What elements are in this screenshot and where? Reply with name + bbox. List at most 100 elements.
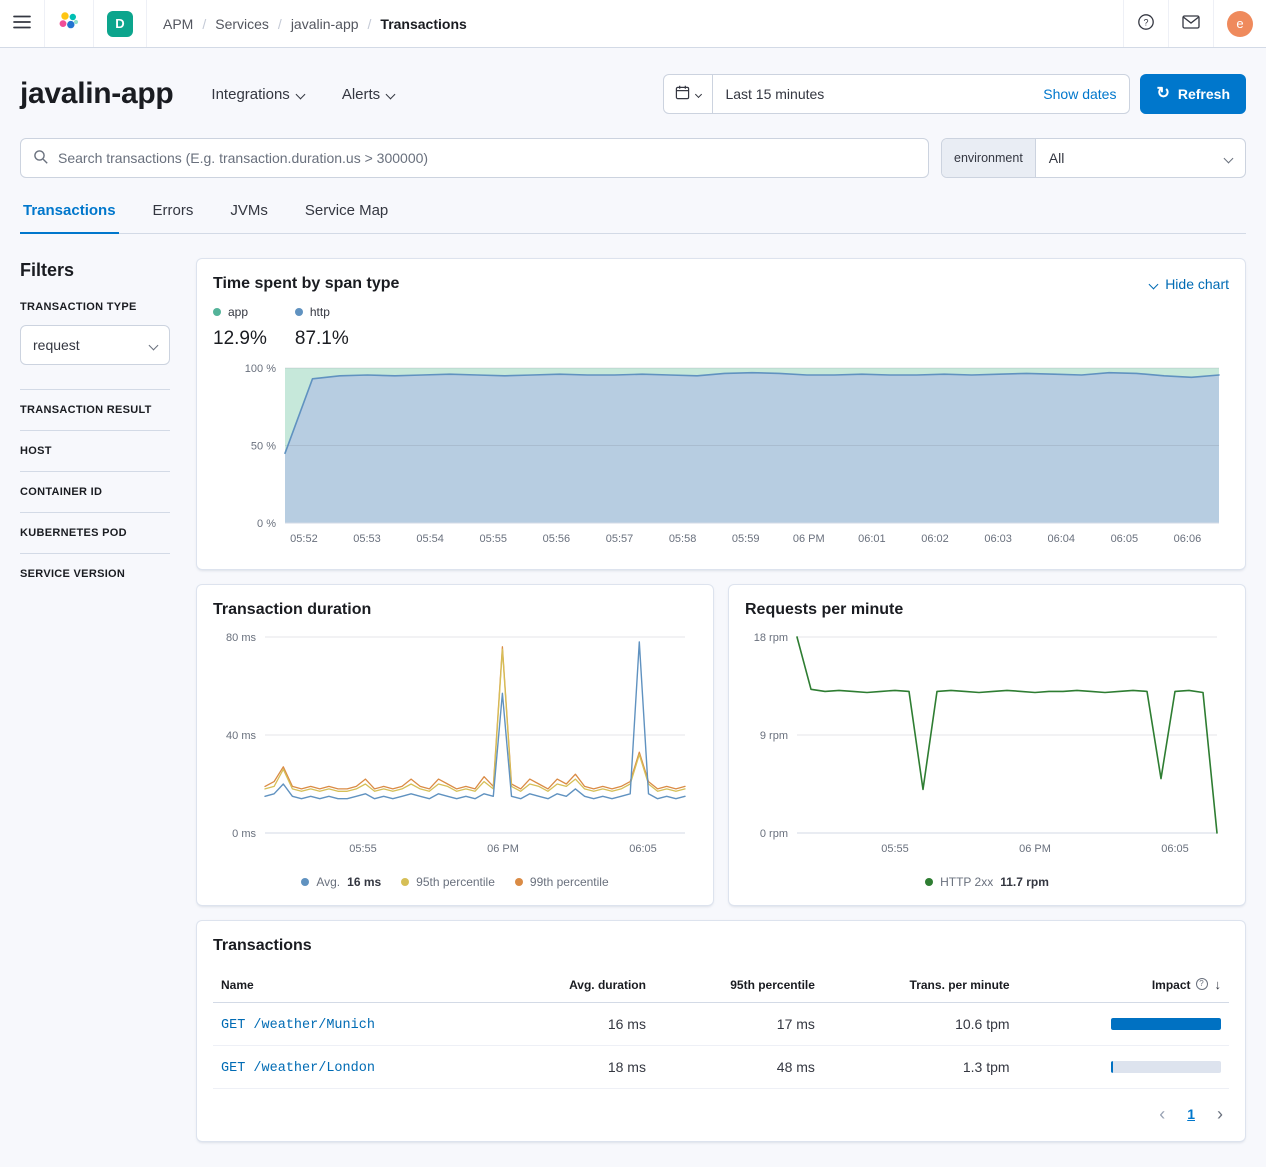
search-row: environment All (20, 138, 1246, 178)
svg-text:05:57: 05:57 (606, 533, 634, 545)
impact-bar (1111, 1061, 1221, 1073)
svg-text:05:54: 05:54 (416, 533, 444, 545)
svg-text:05:59: 05:59 (732, 533, 760, 545)
legend-95th-percentile[interactable]: 95th percentile (401, 875, 495, 889)
sort-descending-icon: ↓ (1214, 977, 1222, 992)
newsfeed-button[interactable] (1168, 0, 1213, 47)
chevron-down-icon (1148, 279, 1159, 289)
svg-text:50 %: 50 % (251, 441, 276, 453)
svg-text:06:05: 06:05 (1111, 533, 1139, 545)
filter-container-id[interactable]: CONTAINER ID (20, 472, 170, 513)
http-2xx-legend-dot (925, 878, 934, 886)
tab-jvms[interactable]: JVMs (230, 202, 268, 219)
svg-text:06:06: 06:06 (1174, 533, 1202, 545)
tab-errors[interactable]: Errors (152, 202, 194, 219)
svg-text:06 PM: 06 PM (793, 533, 825, 545)
span-type-stats: app 12.9% http 87.1% (213, 305, 1229, 350)
help-button[interactable]: ? (1123, 0, 1168, 47)
http-legend-dot (294, 308, 303, 316)
http-legend-label: http (309, 305, 330, 319)
svg-text:0 %: 0 % (257, 518, 276, 530)
service-header: javalin-app Integrations Alerts Last 15 … (20, 74, 1246, 114)
span-type-chart: 0 % 50 % 100 % 05:52 05:53 05:54 05:55 05:56 05:… (213, 358, 1229, 553)
breadcrumb: APM / Services / javalin-app / Transacti… (163, 0, 467, 47)
show-dates-button[interactable]: Show dates (1043, 86, 1117, 102)
filter-kubernetes-pod[interactable]: KUBERNETES POD (20, 513, 170, 554)
column-95th-percentile[interactable]: 95th percentile (653, 967, 823, 1003)
svg-text:0 ms: 0 ms (232, 828, 256, 840)
refresh-button[interactable]: ↻ Refresh (1140, 74, 1246, 114)
next-page-icon[interactable]: › (1217, 1104, 1223, 1124)
table-row: GET /weather/London 18 ms 48 ms 1.3 tpm (213, 1045, 1229, 1089)
http-percentage: 87.1% (294, 328, 349, 349)
p99-legend-dot (514, 878, 523, 886)
topbar-right-group: ? e (1123, 0, 1266, 47)
column-impact[interactable]: Impact? ↓ (1017, 967, 1229, 1003)
svg-text:06:01: 06:01 (858, 533, 886, 545)
environment-select[interactable]: All (1036, 139, 1245, 177)
transaction-link-munich[interactable]: GET /weather/Munich (221, 1018, 375, 1033)
page-1-button[interactable]: 1 (1187, 1106, 1195, 1122)
transactions-table-title: Transactions (213, 937, 312, 954)
transaction-duration-chart: 0 ms 40 ms 80 ms 05:55 06 PM 06:05 (213, 627, 697, 865)
service-tabs: Transactions Errors JVMs Service Map (20, 200, 1246, 234)
breadcrumb-apm[interactable]: APM (163, 15, 194, 32)
svg-text:9 rpm: 9 rpm (760, 730, 788, 742)
quick-select-button[interactable] (664, 75, 714, 113)
alerts-label: Alerts (341, 85, 381, 103)
alerts-menu-button[interactable]: Alerts (341, 85, 396, 103)
user-menu-button[interactable]: e (1213, 0, 1266, 47)
breadcrumb-services[interactable]: Services (215, 15, 269, 32)
elastic-home-button[interactable] (45, 0, 94, 47)
column-name[interactable]: Name (213, 967, 499, 1003)
filter-transaction-result[interactable]: TRANSACTION RESULT (20, 390, 170, 431)
topbar-left-group: D (0, 0, 147, 47)
tpm-value: 10.6 tpm (822, 1002, 1018, 1046)
impact-help-icon[interactable]: ? (1195, 977, 1208, 990)
transaction-link-london[interactable]: GET /weather/London (221, 1061, 375, 1076)
filter-service-version[interactable]: SERVICE VERSION (20, 568, 126, 580)
integrations-label: Integrations (211, 85, 290, 103)
tab-transactions[interactable]: Transactions (20, 200, 119, 234)
duration-chart-legend: Avg. 16 ms 95th percentile 99th percenti… (213, 875, 697, 889)
menu-button[interactable] (0, 0, 45, 47)
svg-text:05:56: 05:56 (543, 533, 571, 545)
column-avg-duration[interactable]: Avg. duration (498, 967, 654, 1003)
svg-text:05:55: 05:55 (349, 843, 377, 855)
breadcrumb-separator: / (367, 15, 372, 32)
svg-text:100 %: 100 % (245, 363, 276, 375)
app-legend-dot (213, 308, 221, 316)
refresh-label: Refresh (1177, 86, 1230, 102)
svg-text:0 rpm: 0 rpm (760, 828, 788, 840)
environment-value: All (1048, 150, 1065, 166)
help-icon: ? (1137, 13, 1155, 34)
app-legend-label: app (228, 305, 249, 319)
column-trans-per-minute[interactable]: Trans. per minute (822, 967, 1018, 1003)
legend-99th-percentile[interactable]: 99th percentile (514, 875, 609, 889)
environment-filter: environment All (941, 138, 1246, 178)
filter-host[interactable]: HOST (20, 431, 170, 472)
svg-text:05:58: 05:58 (669, 533, 697, 545)
transactions-table-card: Transactions Name Avg. duration 95th per… (196, 920, 1246, 1142)
p95-value: 17 ms (653, 1002, 823, 1046)
legend-http-2xx[interactable]: HTTP 2xx 11.7 rpm (925, 875, 1049, 889)
time-range-value[interactable]: Last 15 minutes (725, 86, 825, 102)
breadcrumb-service[interactable]: javalin-app (290, 15, 359, 32)
previous-page-icon[interactable]: ‹ (1159, 1104, 1166, 1124)
tab-service-map[interactable]: Service Map (304, 202, 389, 219)
svg-text:06:05: 06:05 (629, 843, 657, 855)
svg-text:06:04: 06:04 (1047, 533, 1075, 545)
table-row: GET /weather/Munich 16 ms 17 ms 10.6 tpm (213, 1002, 1229, 1046)
user-avatar: e (1227, 10, 1253, 37)
hide-chart-button[interactable]: Hide chart (1148, 276, 1229, 292)
transaction-type-label: TRANSACTION TYPE (20, 301, 137, 313)
svg-text:80 ms: 80 ms (226, 632, 256, 644)
space-selector[interactable]: D (94, 0, 147, 47)
top-navigation-bar: D APM / Services / javalin-app / Transac… (0, 0, 1266, 48)
date-picker: Last 15 minutes Show dates (663, 74, 1131, 114)
search-transactions-input[interactable] (58, 150, 916, 166)
impact-bar (1111, 1018, 1221, 1030)
transaction-type-select[interactable]: request (20, 325, 170, 365)
legend-avg[interactable]: Avg. 16 ms (301, 875, 381, 889)
integrations-menu-button[interactable]: Integrations (211, 85, 306, 103)
